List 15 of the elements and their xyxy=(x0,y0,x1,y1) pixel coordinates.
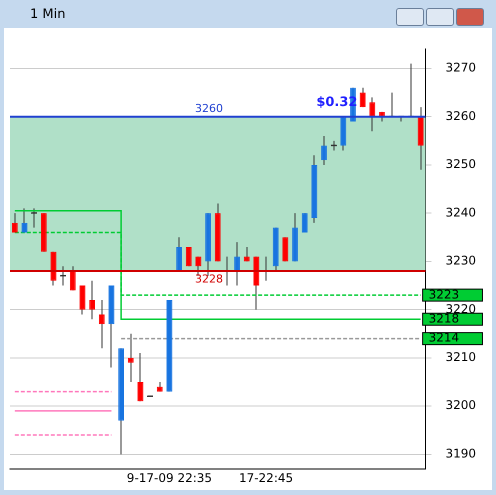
y-tick-label: 3200 xyxy=(445,398,476,412)
data-label: 3214 xyxy=(428,330,460,345)
y-tick-label: 3240 xyxy=(445,205,476,220)
y-tick-label: 3230 xyxy=(445,254,476,268)
ref-line-label: 3260 xyxy=(195,102,223,116)
chart-title: 1 Min xyxy=(30,7,66,22)
data-label: 3223 xyxy=(428,287,460,302)
y-tick-label: 3250 xyxy=(445,157,476,172)
x-tick-label: 17-22:45 xyxy=(238,471,294,486)
y-tick-label: 3260 xyxy=(445,108,476,123)
y-tick-label: 3270 xyxy=(445,60,476,75)
x-tick-label: 9-17-09 22:35 xyxy=(126,471,212,486)
ref-line-label: 3228 xyxy=(195,272,223,286)
y-tick-label: 3210 xyxy=(445,350,476,364)
y-tick-label: 3190 xyxy=(445,446,476,460)
